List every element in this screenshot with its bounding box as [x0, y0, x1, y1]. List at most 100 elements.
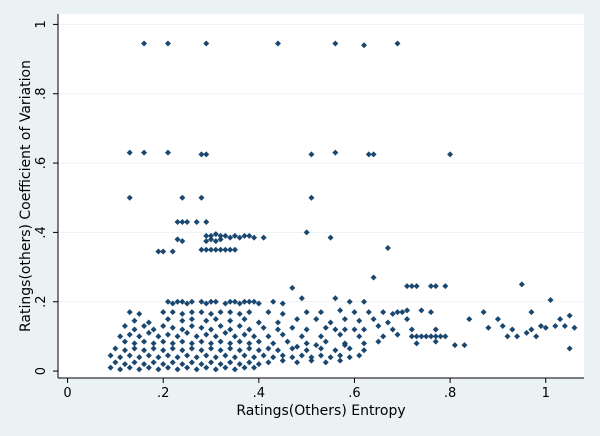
data-point — [499, 323, 506, 329]
data-point — [523, 329, 530, 336]
data-point — [231, 354, 238, 361]
data-point — [303, 326, 310, 333]
data-point — [198, 324, 205, 331]
data-point — [557, 316, 564, 323]
data-point — [289, 354, 296, 361]
data-point — [217, 347, 224, 354]
data-point — [169, 248, 176, 255]
data-point — [198, 151, 205, 158]
data-point — [547, 297, 554, 303]
data-point — [466, 316, 473, 323]
data-point — [322, 338, 329, 345]
data-point — [126, 364, 133, 371]
data-point — [141, 323, 148, 329]
data-point — [365, 151, 372, 158]
data-point — [117, 333, 124, 340]
data-point — [303, 347, 310, 354]
data-point — [126, 309, 133, 316]
data-point — [236, 347, 243, 354]
data-point — [208, 326, 215, 333]
data-point — [289, 345, 296, 352]
data-point — [423, 333, 430, 340]
data-point — [308, 357, 315, 364]
plot-area — [58, 14, 584, 378]
x-tick-label: 0 — [63, 386, 71, 401]
data-points — [107, 40, 578, 373]
data-point — [341, 316, 348, 323]
data-point — [337, 352, 344, 359]
data-point — [160, 323, 167, 329]
data-point — [308, 354, 315, 361]
data-point — [193, 219, 200, 225]
data-point — [236, 310, 243, 317]
data-point — [179, 298, 186, 305]
data-point — [174, 219, 181, 225]
data-point — [150, 345, 157, 352]
data-point — [251, 298, 258, 305]
data-point — [384, 245, 391, 251]
data-point — [274, 319, 281, 326]
data-point — [198, 347, 205, 354]
data-point — [566, 345, 573, 352]
data-point — [356, 352, 363, 359]
data-point — [251, 364, 258, 371]
data-point — [274, 347, 281, 354]
data-point — [318, 333, 324, 340]
data-point — [231, 298, 238, 305]
x-tick-label: .8 — [444, 386, 456, 401]
data-point — [394, 40, 401, 47]
data-point — [413, 340, 420, 347]
data-point — [537, 323, 544, 329]
data-point — [394, 331, 401, 338]
data-point — [208, 359, 215, 366]
data-point — [160, 361, 167, 368]
data-point — [361, 298, 368, 305]
data-point — [126, 331, 133, 338]
data-point — [160, 347, 167, 354]
data-point — [313, 342, 320, 349]
data-point — [427, 309, 434, 316]
data-point — [270, 340, 277, 347]
data-point — [308, 194, 315, 201]
data-point — [217, 309, 224, 316]
data-point — [337, 331, 344, 338]
data-point — [164, 40, 171, 47]
data-point — [265, 345, 272, 352]
data-point — [294, 316, 301, 323]
data-point — [231, 232, 238, 239]
data-point — [136, 366, 143, 373]
data-point — [208, 232, 215, 239]
data-point — [255, 300, 262, 307]
data-point — [418, 307, 425, 314]
data-point — [184, 364, 191, 371]
data-point — [494, 316, 501, 323]
data-point — [145, 364, 152, 371]
data-point — [198, 298, 205, 305]
data-point — [217, 246, 224, 253]
data-point — [164, 298, 171, 305]
data-point — [279, 357, 286, 364]
data-point — [145, 329, 152, 336]
data-point — [289, 324, 296, 331]
data-point — [260, 352, 267, 359]
data-point — [117, 366, 124, 373]
data-point — [370, 316, 377, 323]
data-point — [212, 366, 219, 373]
data-point — [155, 366, 162, 373]
data-point — [279, 331, 286, 338]
data-point — [184, 300, 191, 307]
data-point — [236, 323, 243, 329]
data-point — [313, 316, 320, 323]
data-point — [155, 248, 162, 255]
data-point — [514, 333, 521, 340]
data-point — [179, 347, 186, 354]
data-point — [179, 238, 186, 245]
data-point — [131, 340, 138, 347]
data-point — [461, 342, 468, 349]
data-point — [528, 326, 535, 333]
data-point — [231, 366, 238, 373]
data-point — [150, 359, 157, 366]
data-point — [169, 359, 176, 366]
data-point — [126, 149, 133, 156]
